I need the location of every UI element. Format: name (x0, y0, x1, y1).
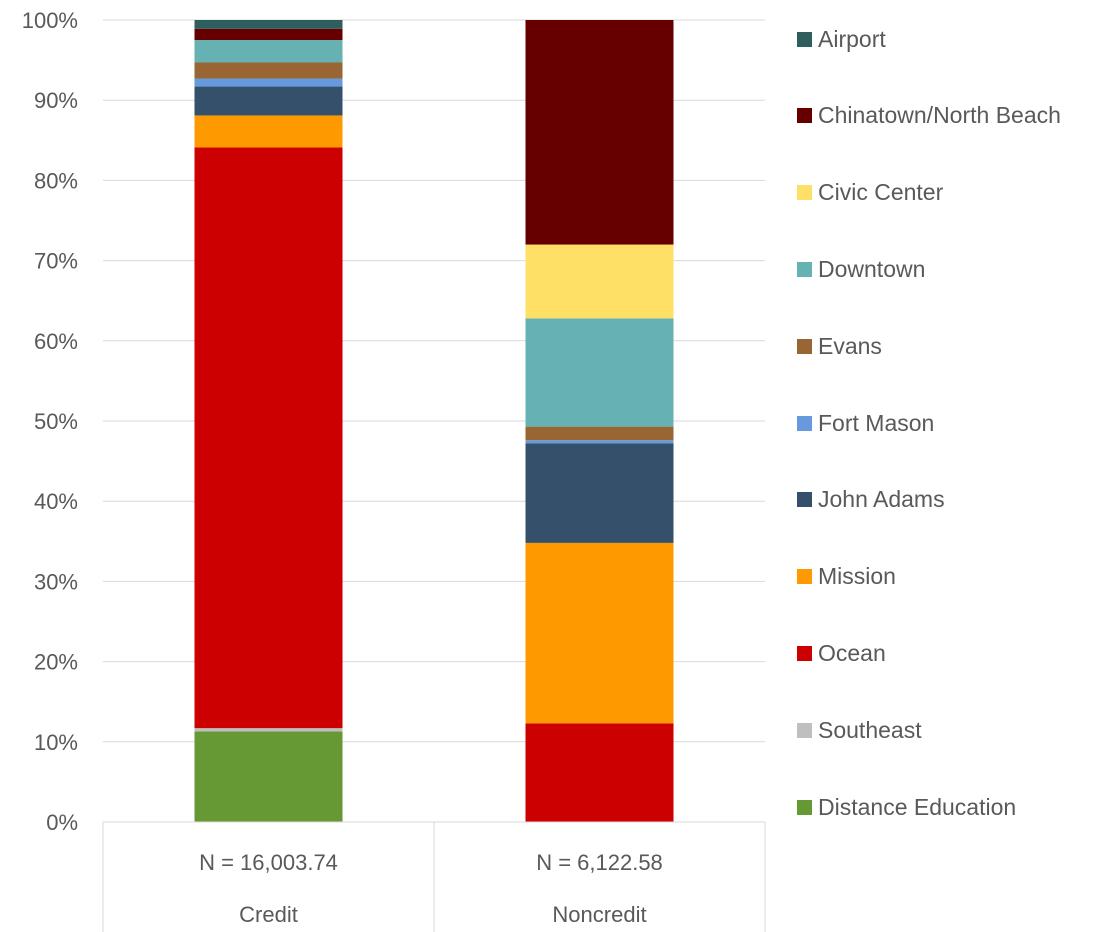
legend-label: Mission (818, 563, 896, 590)
bar-segment-john-adams (525, 443, 674, 543)
legend-item-downtown: Downtown (797, 254, 925, 284)
legend-swatch (797, 31, 812, 47)
y-axis-tick-labels: 0% 10% 20% 30% 40% 50% 60% 70% 80% 90% 100% (22, 8, 78, 835)
legend-label: Civic Center (818, 179, 944, 206)
y-tick-label: 60% (34, 329, 78, 354)
bar-segment-distance-education (194, 731, 343, 822)
y-tick-label: 30% (34, 569, 78, 594)
legend-label: Chinatown/North Beach (818, 102, 1061, 129)
legend-swatch (797, 645, 812, 661)
legend-item-mission: Mission (797, 562, 896, 592)
legend-swatch (797, 415, 812, 431)
legend-item-evans: Evans (797, 331, 882, 361)
legend-item-ocean: Ocean (797, 638, 886, 668)
category-n-label: N = 16,003.74 (199, 850, 338, 875)
legend-item-fort-mason: Fort Mason (797, 408, 934, 438)
legend-label: John Adams (818, 486, 945, 513)
y-tick-label: 80% (34, 168, 78, 193)
legend-swatch (797, 338, 812, 354)
category-n-label: N = 6,122.58 (536, 850, 663, 875)
legend-label: Fort Mason (818, 409, 935, 436)
y-tick-label: 70% (34, 249, 78, 274)
bar-segment-chinatown-north-beach (194, 28, 343, 41)
bar-segment-john-adams (194, 86, 343, 116)
category-table: N = 16,003.74 Credit N = 6,122.58 Noncredit (102, 821, 766, 932)
y-tick-label: 40% (34, 489, 78, 514)
legend-label: Ocean (818, 639, 886, 666)
y-tick-label: 0% (46, 810, 78, 835)
legend-label: Distance Education (818, 793, 1017, 820)
legend-item-southeast: Southeast (797, 715, 922, 745)
category-label: Noncredit (552, 902, 646, 927)
legend-swatch (797, 722, 812, 738)
legend-label: Airport (818, 25, 886, 52)
legend-item-airport: Airport (797, 24, 886, 54)
bar-segment-downtown (525, 318, 674, 427)
y-tick-label: 10% (34, 730, 78, 755)
y-tick-label: 50% (34, 409, 78, 434)
y-tick-label: 100% (22, 8, 78, 33)
y-tick-label: 90% (34, 88, 78, 113)
legend-swatch (797, 261, 812, 277)
bar-segment-ocean (194, 147, 343, 729)
bar-segment-ocean (525, 723, 674, 822)
legend-label: Downtown (818, 255, 926, 282)
legend-item-john-adams: John Adams (797, 485, 945, 515)
bar-segment-downtown (194, 40, 343, 63)
legend-item-chinatown-north-beach: Chinatown/North Beach (797, 101, 1061, 131)
legend-swatch (797, 799, 812, 815)
bars (194, 20, 674, 822)
bar-segment-mission (525, 542, 674, 724)
legend-swatch (797, 569, 812, 585)
legend-swatch (797, 492, 812, 508)
legend-swatch (797, 185, 812, 201)
bar-segment-civic-center (525, 244, 674, 319)
y-tick-label: 20% (34, 650, 78, 675)
category-label: Credit (239, 902, 298, 927)
bar-segment-fort-mason (525, 440, 674, 444)
bar-segment-chinatown-north-beach (525, 20, 674, 245)
legend-label: Evans (818, 332, 882, 359)
bar-segment-southeast (194, 728, 343, 732)
bar-segment-fort-mason (194, 78, 343, 87)
bar-segment-airport (194, 20, 343, 29)
legend-item-civic-center: Civic Center (797, 178, 943, 208)
legend-swatch (797, 108, 812, 124)
legend-item-distance-education: Distance Education (797, 792, 1016, 822)
bar-segment-evans (525, 426, 674, 441)
bar-segment-mission (194, 115, 343, 148)
legend-label: Southeast (818, 716, 922, 743)
bar-segment-evans (194, 62, 343, 79)
